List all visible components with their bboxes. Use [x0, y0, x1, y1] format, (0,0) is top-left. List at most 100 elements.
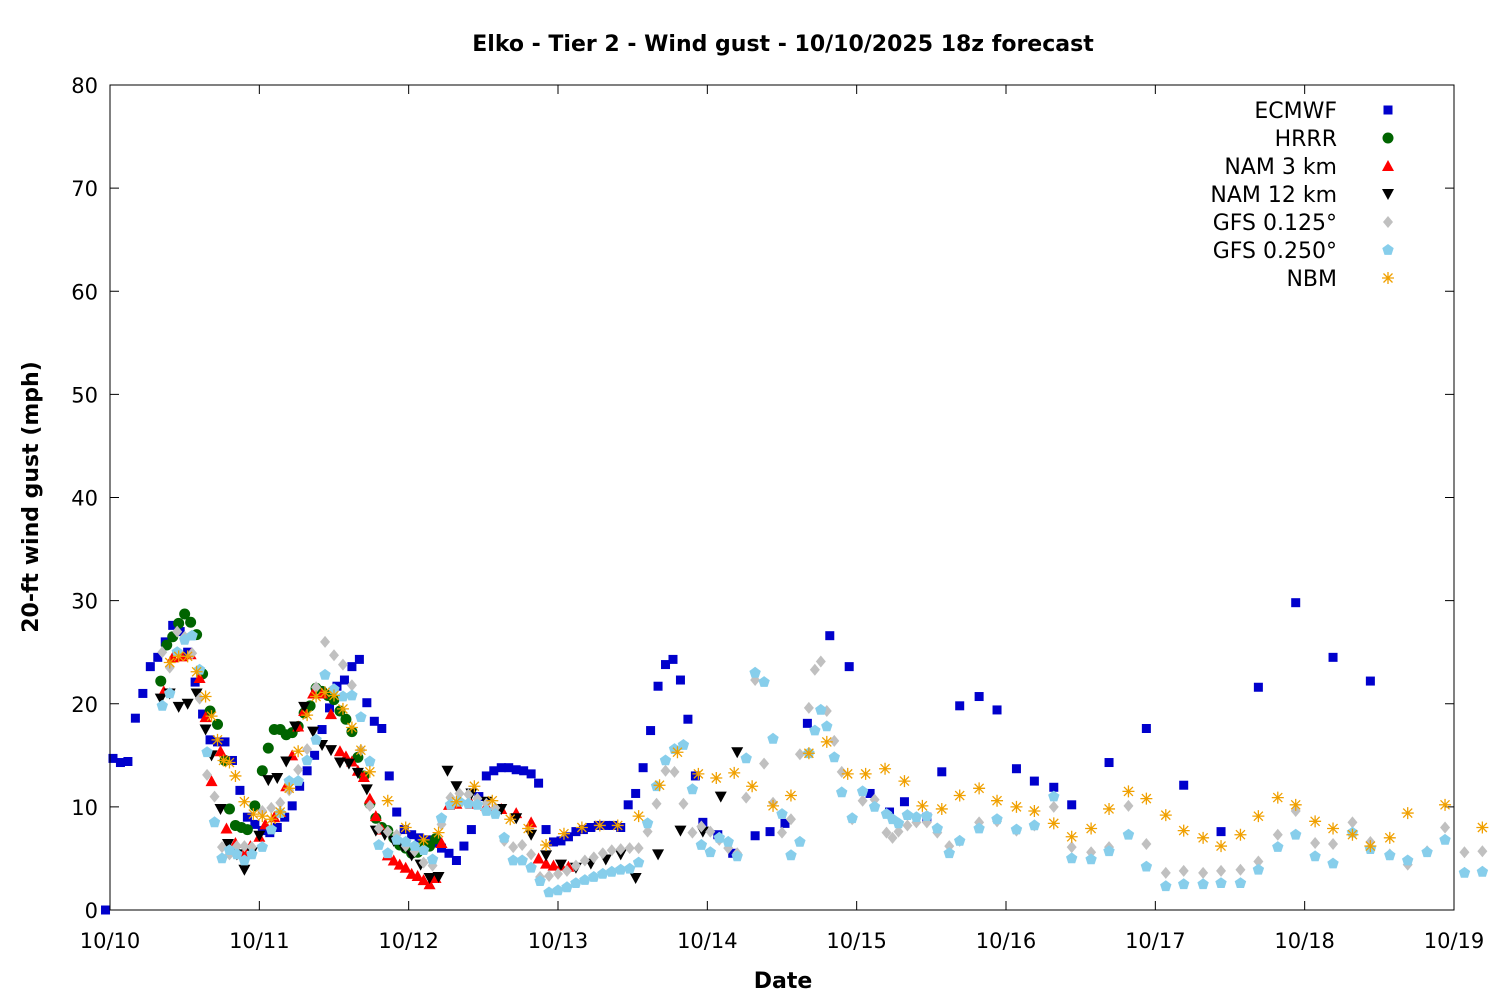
point-gfs-0-125 [1347, 816, 1358, 829]
point-ecmwf [675, 675, 685, 685]
axis-ticks: 0 10 20 30 40 50 60 70 80 10/10 10/11 10/12 10/13 10/… [71, 74, 1484, 953]
point-gfs-0-250 [1234, 877, 1247, 888]
point-ecmwf [653, 681, 663, 691]
point-hrrr [249, 800, 261, 812]
point-ecmwf [511, 765, 521, 775]
point-ecmwf [1253, 682, 1263, 692]
point-nbm [820, 735, 833, 748]
point-gfs-0-125 [561, 864, 572, 877]
point-nbm [1346, 828, 1359, 841]
x-tick-label: 10/14 [677, 929, 738, 953]
point-gfs-0-250 [921, 810, 933, 821]
point-gfs-0-125 [1086, 846, 1097, 859]
point-ecmwf [369, 716, 379, 726]
point-nbm [247, 808, 260, 821]
point-gfs-0-250 [373, 839, 385, 850]
point-nbm [1271, 791, 1284, 804]
y-tick-label: 60 [71, 280, 98, 304]
point-gfs-0-125 [660, 764, 671, 777]
point-gfs-0-125 [803, 701, 814, 714]
point-nbm [746, 780, 759, 793]
legend-label: NBM [1286, 267, 1337, 292]
point-nam-12-km [554, 859, 567, 871]
point-gfs-0-125 [418, 856, 429, 869]
point-gfs-0-250 [973, 822, 985, 834]
point-gfs-0-250 [552, 884, 564, 896]
point-gfs-0-125 [544, 869, 555, 882]
point-gfs-0-250 [1178, 878, 1190, 890]
point-nbm [898, 775, 911, 788]
point-nam-12-km [333, 757, 346, 769]
point-gfs-0-250 [1066, 852, 1078, 864]
point-ecmwf [765, 827, 775, 837]
point-gfs-0-250 [695, 839, 708, 850]
point-gfs-0-125 [373, 822, 384, 835]
point-gfs-0-250 [794, 835, 806, 847]
point-gfs-0-250 [201, 746, 213, 758]
point-ecmwf [459, 841, 469, 851]
point-gfs-0-250 [231, 848, 243, 860]
point-gfs-0-125 [794, 748, 805, 761]
x-tick-label: 10/13 [528, 929, 589, 953]
point-ecmwf [1141, 724, 1151, 733]
point-nbm [199, 690, 212, 703]
point-hrrr [212, 718, 224, 730]
point-ecmwf [272, 823, 282, 832]
point-nam-3-km [399, 861, 412, 873]
point-nbm [354, 744, 367, 757]
point-gfs-0-250 [382, 847, 394, 859]
point-ecmwf [407, 830, 417, 840]
point-ecmwf [526, 769, 536, 779]
point-nbm [653, 779, 666, 792]
point-nbm [274, 806, 287, 819]
point-nbm [328, 689, 340, 702]
legend-marker [1382, 272, 1394, 284]
point-gfs-0-250 [1010, 823, 1023, 835]
point-ecmwf [1104, 758, 1114, 768]
point-ecmwf [250, 819, 260, 829]
point-gfs-0-125 [302, 743, 313, 756]
point-hrrr [340, 713, 352, 725]
point-ecmwf [153, 652, 163, 662]
point-ecmwf [571, 827, 581, 837]
point-gfs-0-125 [829, 734, 840, 747]
point-gfs-0-125 [293, 763, 304, 776]
point-gfs-0-250 [534, 875, 546, 886]
x-tick-label: 10/11 [229, 929, 290, 953]
point-nbm [265, 813, 278, 826]
point-gfs-0-250 [1085, 853, 1097, 865]
point-nbm [504, 813, 517, 826]
y-tick-label: 20 [71, 693, 98, 717]
point-ecmwf [586, 823, 596, 832]
point-ecmwf [198, 709, 208, 719]
point-nam-3-km [357, 770, 370, 782]
point-nam-3-km [540, 857, 553, 869]
point-gfs-0-125 [597, 847, 608, 860]
point-nbm [1085, 822, 1098, 835]
point-gfs-0-250 [722, 835, 734, 847]
point-gfs-0-250 [319, 668, 331, 680]
point-nbm [336, 702, 349, 715]
point-gfs-0-250 [246, 848, 258, 860]
point-nbm [991, 794, 1004, 807]
point-nbm [632, 810, 645, 823]
point-gfs-0-125 [777, 826, 787, 839]
point-nam-3-km [411, 869, 424, 881]
point-ecmwf [955, 701, 965, 711]
point-ecmwf [347, 662, 357, 672]
x-tick-label: 10/15 [826, 929, 887, 953]
point-gfs-0-125 [651, 797, 662, 810]
point-gfs-0-250 [821, 720, 833, 732]
point-gfs-0-125 [1198, 866, 1209, 879]
point-gfs-0-250 [480, 805, 492, 816]
point-gfs-0-250 [1384, 849, 1396, 861]
point-gfs-0-250 [561, 881, 573, 893]
point-gfs-0-250 [1197, 878, 1209, 890]
point-gfs-0-250 [1309, 850, 1321, 862]
point-gfs-0-125 [1328, 838, 1339, 850]
point-gfs-0-250 [954, 834, 966, 846]
point-nbm [540, 839, 553, 852]
point-gfs-0-125 [881, 826, 892, 839]
point-nam-12-km [731, 747, 744, 759]
point-gfs-0-125 [579, 854, 590, 867]
